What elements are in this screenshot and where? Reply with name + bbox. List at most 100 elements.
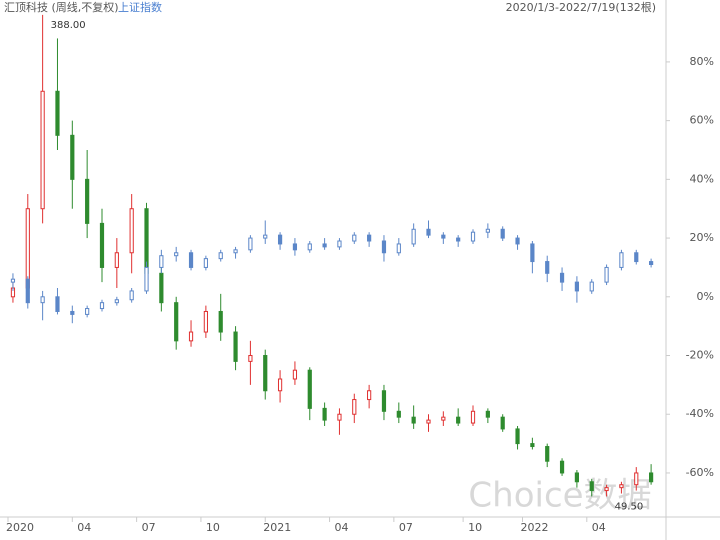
y-tick-label: -60% (686, 466, 714, 479)
candle-body (441, 416, 446, 421)
x-tick-label: 10 (206, 521, 220, 534)
chart-title: 汇顶科技 (周线,不复权) (4, 0, 119, 14)
candle-body (277, 378, 283, 392)
candle-body (40, 90, 45, 210)
x-tick-label: 04 (592, 521, 606, 534)
x-tick-label: 2021 (263, 521, 291, 534)
candle-body (381, 390, 387, 412)
candle-body (515, 428, 520, 445)
candle-body (381, 240, 387, 254)
candle-body (322, 407, 327, 421)
x-tick-label: 2020 (6, 521, 34, 534)
x-tick-label: 04 (335, 521, 349, 534)
candle-body (456, 237, 461, 242)
candle-body (589, 281, 594, 292)
candle-body (203, 258, 208, 268)
candle-body (144, 266, 149, 292)
candle-body (619, 484, 624, 489)
candle-body (485, 228, 490, 233)
candle-body (307, 369, 312, 409)
candle-body (174, 302, 179, 342)
candle-body (396, 410, 401, 418)
y-tick-label: 40% (690, 172, 714, 185)
candle-body (352, 234, 357, 242)
candle-body (203, 310, 208, 333)
candle-body (55, 296, 60, 312)
candle-body (574, 472, 580, 483)
candle-body (337, 413, 342, 421)
candle-body (322, 243, 327, 248)
candle-body (337, 240, 342, 248)
candle-body (114, 299, 119, 304)
candle-body (10, 278, 16, 283)
candle-body (218, 310, 223, 333)
candle-body (70, 134, 75, 180)
candle-body (352, 399, 357, 415)
candle-body (411, 416, 416, 424)
candle-body (545, 261, 550, 274)
candle-body (574, 281, 580, 292)
candle-body (470, 231, 476, 242)
candle-body (441, 234, 446, 239)
candle-body (500, 228, 505, 239)
candle-body (426, 419, 431, 424)
candle-body (604, 487, 609, 492)
candle-body (530, 443, 535, 448)
candle-body (85, 308, 90, 315)
candle-body (129, 290, 134, 301)
candle-body (70, 310, 75, 315)
candle-body (188, 331, 194, 342)
candle-body (500, 416, 505, 430)
y-tick-label: 0% (697, 290, 714, 303)
candle-body (40, 296, 45, 304)
candle-body (604, 266, 609, 283)
candle-body (470, 410, 476, 424)
candle-body (233, 331, 238, 362)
candle-body (456, 416, 461, 424)
candle-body (248, 355, 253, 362)
annotation: 388.00 (51, 20, 86, 31)
candle-body (307, 243, 312, 251)
candle-body (277, 234, 283, 245)
candle-body (99, 222, 105, 268)
candle-body (485, 410, 490, 418)
candle-body (85, 178, 90, 224)
y-tick-label: 80% (690, 55, 714, 68)
candle-body (530, 243, 535, 263)
candle-body (545, 446, 550, 462)
candle-body (292, 369, 298, 380)
candle-body (559, 460, 565, 474)
x-tick-label: 10 (468, 521, 482, 534)
candle-body (589, 481, 594, 492)
candle-body (218, 252, 223, 260)
x-tick-label: 07 (399, 521, 413, 534)
candle-body (292, 243, 298, 251)
candle-body (411, 228, 416, 245)
legend-entry[interactable]: 上证指数 (118, 0, 162, 14)
candle-body (174, 252, 179, 257)
candle-body (159, 255, 164, 268)
y-tick-label: 20% (690, 231, 714, 244)
x-tick-label: 07 (142, 521, 156, 534)
candle-body (263, 234, 268, 239)
candle-body (634, 252, 639, 263)
y-tick-label: 60% (690, 114, 714, 127)
candle-body (55, 90, 60, 136)
candle-body (367, 390, 372, 401)
candle-body (25, 208, 30, 289)
candle-body (263, 355, 268, 392)
candle-body (649, 261, 654, 266)
candle-body (248, 237, 253, 251)
candle-body (426, 228, 431, 236)
candle-body (649, 472, 654, 483)
x-tick-label: 04 (77, 521, 91, 534)
candle-body (159, 272, 164, 304)
y-tick-label: -20% (686, 349, 714, 362)
annotation: 49.50 (615, 501, 644, 512)
candle-body (114, 252, 119, 268)
y-tick-label: -40% (686, 407, 714, 420)
candle-body (99, 302, 105, 310)
candle-body (559, 272, 565, 283)
